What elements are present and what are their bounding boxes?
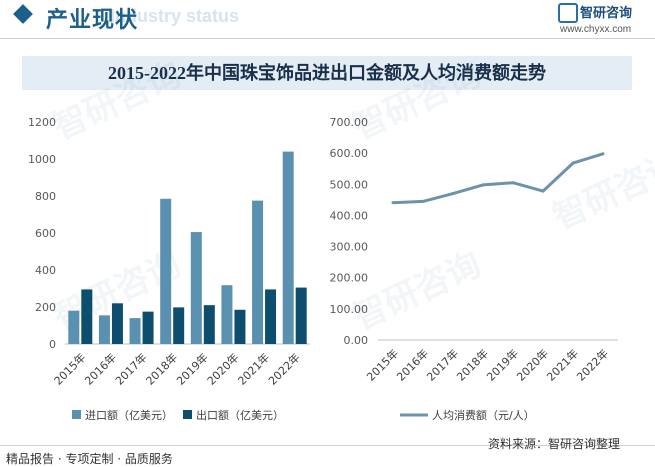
export-legend-swatch [183, 410, 192, 419]
watermark-text: 智研咨询 [47, 54, 187, 148]
line-y-tick-label: 600.00 [330, 147, 369, 160]
import-bar [221, 285, 233, 344]
bar-y-tick-label: 1000 [28, 153, 56, 166]
consumption-point [391, 201, 395, 205]
bar-y-tick-label: 0 [49, 338, 56, 351]
consumption-point [571, 161, 575, 165]
bar-x-tick-label: 2015年 [51, 350, 88, 387]
line-x-tick-label: 2018年 [454, 346, 491, 383]
export-bar [142, 311, 154, 344]
header-divider [0, 38, 655, 39]
footer-tagline: 精品报告 · 专项定制 · 品质服务 [6, 452, 173, 466]
section-title: 产业现状 [46, 8, 139, 33]
import-bar [129, 318, 141, 344]
export-bar [111, 303, 123, 344]
import-bar [98, 315, 110, 344]
bar-x-tick-label: 2021年 [235, 350, 272, 387]
brand-name: 智研咨询 [580, 6, 633, 21]
import-bar [160, 198, 172, 344]
line-y-tick-label: 200.00 [330, 272, 369, 285]
line-y-tick-label: 500.00 [330, 178, 369, 191]
import-legend-swatch [72, 410, 81, 419]
bar-x-tick-label: 2017年 [112, 350, 149, 387]
export-bar [173, 307, 185, 344]
bar-y-tick-label: 600 [35, 227, 56, 240]
line-y-tick-label: 400.00 [330, 209, 369, 222]
export-bar [203, 305, 215, 344]
source-note: 资料来源：智研咨询整理 [488, 437, 621, 451]
consumption-point [421, 199, 425, 203]
watermark-text: 智研咨询 [547, 144, 655, 238]
watermark-text: 智研咨询 [347, 54, 487, 148]
import-bar [190, 232, 202, 344]
export-bar [81, 289, 93, 344]
bar-x-tick-label: 2020年 [204, 350, 241, 387]
line-x-tick-label: 2019年 [484, 346, 521, 383]
bar-x-tick-label: 2022年 [265, 350, 302, 387]
export-bar [295, 287, 307, 344]
bar-y-tick-label: 1200 [28, 116, 56, 129]
bar-y-tick-label: 800 [35, 190, 56, 203]
export-bar [234, 309, 246, 344]
import-bar [68, 310, 80, 344]
consumption-point [601, 152, 605, 156]
consumption-point [541, 189, 545, 193]
import-bar [252, 200, 264, 344]
consumption-point [511, 181, 515, 185]
line-x-tick-label: 2016年 [394, 346, 431, 383]
line-x-tick-label: 2020年 [514, 346, 551, 383]
title-band [22, 56, 632, 90]
watermark-text: 智研咨询 [347, 244, 487, 338]
bar-x-tick-label: 2019年 [173, 350, 210, 387]
line-x-tick-label: 2022年 [574, 346, 611, 383]
line-y-tick-label: 100.00 [330, 303, 369, 316]
brand-url: www.chyxx.com [560, 24, 632, 35]
line-y-tick-label: 700.00 [330, 116, 369, 129]
line-x-tick-label: 2017年 [424, 346, 461, 383]
consumption-point [481, 183, 485, 187]
bar-y-tick-label: 200 [35, 301, 56, 314]
line-x-tick-label: 2015年 [364, 346, 401, 383]
chart-title: 2015-2022年中国珠宝饰品进出口金额及人均消费额走势 [108, 63, 546, 83]
bar-legend-label: 进口额（亿美元） [85, 409, 173, 422]
bar-y-tick-label: 400 [35, 264, 56, 277]
consumption-point [451, 192, 455, 196]
bar-x-tick-label: 2016年 [82, 350, 119, 387]
line-y-tick-label: 300.00 [330, 241, 369, 254]
bar-x-tick-label: 2018年 [143, 350, 180, 387]
line-x-tick-label: 2021年 [544, 346, 581, 383]
bar-legend-label: 出口额（亿美元） [196, 408, 284, 422]
consumption-line [392, 152, 604, 205]
footer-divider [0, 445, 655, 446]
header-ghost-text: Industry status [110, 6, 240, 26]
export-bar [265, 289, 277, 344]
line-legend-label: 人均消费额（元/人） [432, 408, 535, 422]
line-y-tick-label: 0.00 [344, 334, 369, 347]
brand-logo-icon [558, 3, 578, 23]
import-bar [282, 151, 294, 344]
header: Industry status 产业现状 智研咨询 www.chyxx.com [0, 0, 655, 38]
